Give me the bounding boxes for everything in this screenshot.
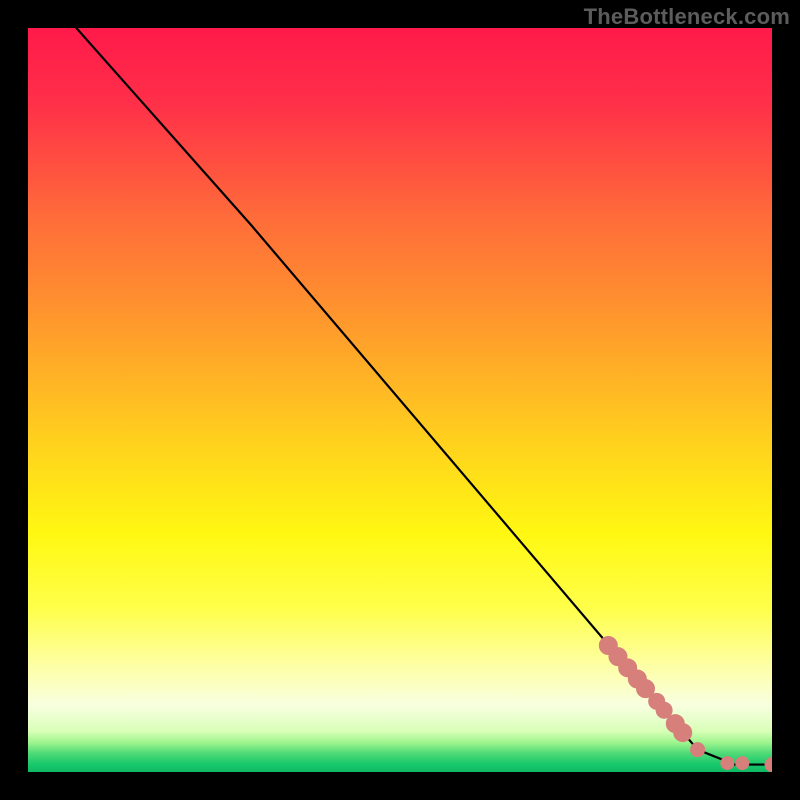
marker-point [674,724,692,742]
chart-svg [28,28,772,772]
marker-point [691,743,705,757]
watermark-text: TheBottleneck.com [584,4,790,30]
marker-point [736,757,749,770]
plot-area [28,28,772,772]
marker-point [721,757,734,770]
chart-stage: TheBottleneck.com [0,0,800,800]
marker-point [656,702,672,718]
